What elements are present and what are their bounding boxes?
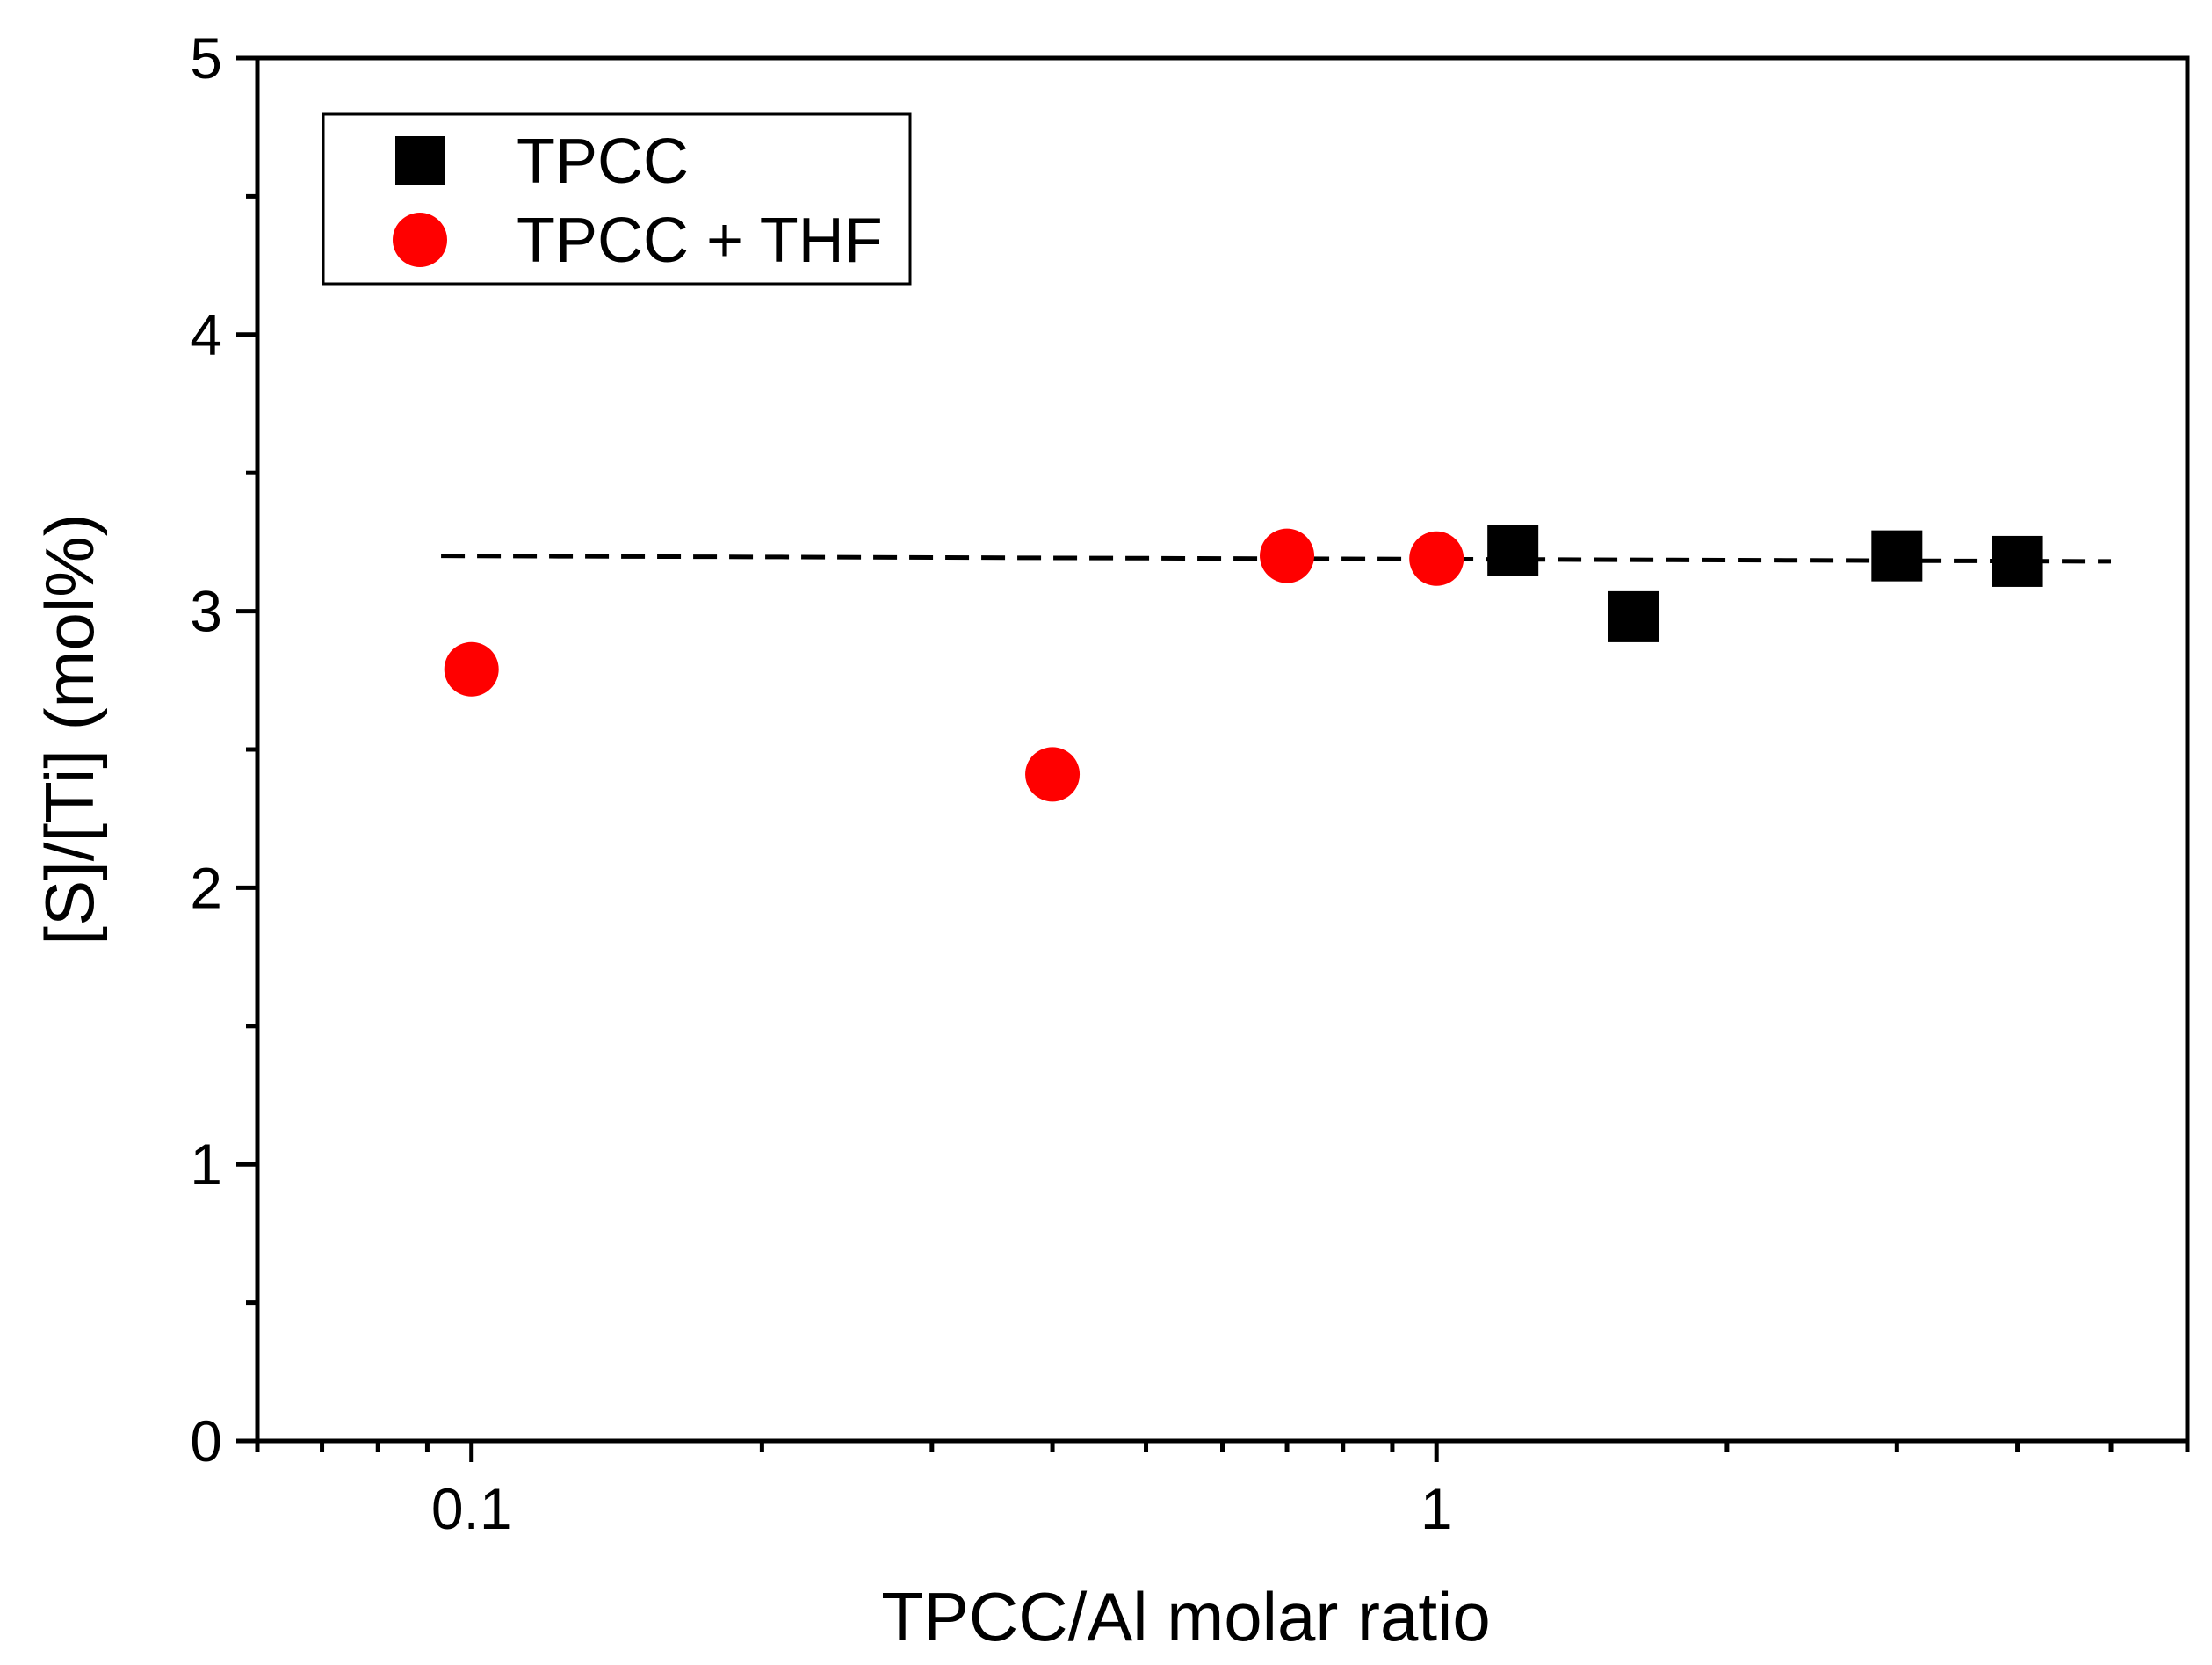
legend-marker-tpcc [395, 136, 445, 185]
tpcc-thf-point [1409, 531, 1464, 586]
y-axis-label: [S]/[Ti] (mol%) [31, 513, 108, 945]
y-tick-label: 5 [190, 25, 222, 90]
x-tick-label: 0.1 [431, 1476, 512, 1541]
tpcc-point [1871, 530, 1923, 582]
tpcc-thf-point [1025, 747, 1081, 802]
tpcc-thf-point [444, 641, 499, 697]
x-axis-label: TPCC/Al molar ratio [881, 1578, 1490, 1655]
y-tick-label: 0 [190, 1408, 222, 1473]
y-tick-label: 4 [190, 302, 222, 367]
tpcc-point [1608, 590, 1659, 642]
legend-label-tpcc: TPCC [517, 127, 689, 197]
y-tick-label: 2 [190, 855, 222, 920]
tpcc-thf-point [1260, 528, 1315, 583]
legend-marker-tpcc-thf [393, 213, 447, 267]
plot-frame [255, 55, 2190, 1444]
tpcc-point [1487, 525, 1539, 576]
data-points [444, 525, 2043, 802]
y-tick-label: 1 [190, 1132, 222, 1197]
x-tick-label: 1 [1420, 1476, 1453, 1541]
y-tick-label: 3 [190, 579, 222, 644]
legend-label-tpcc-thf: TPCC + THF [517, 206, 883, 276]
tpcc-point [1992, 535, 2043, 587]
axis-ticks: 0 1 2 3 4 5 0.1 1 [190, 25, 2190, 1541]
legend: TPCC TPCC + THF [322, 112, 912, 286]
